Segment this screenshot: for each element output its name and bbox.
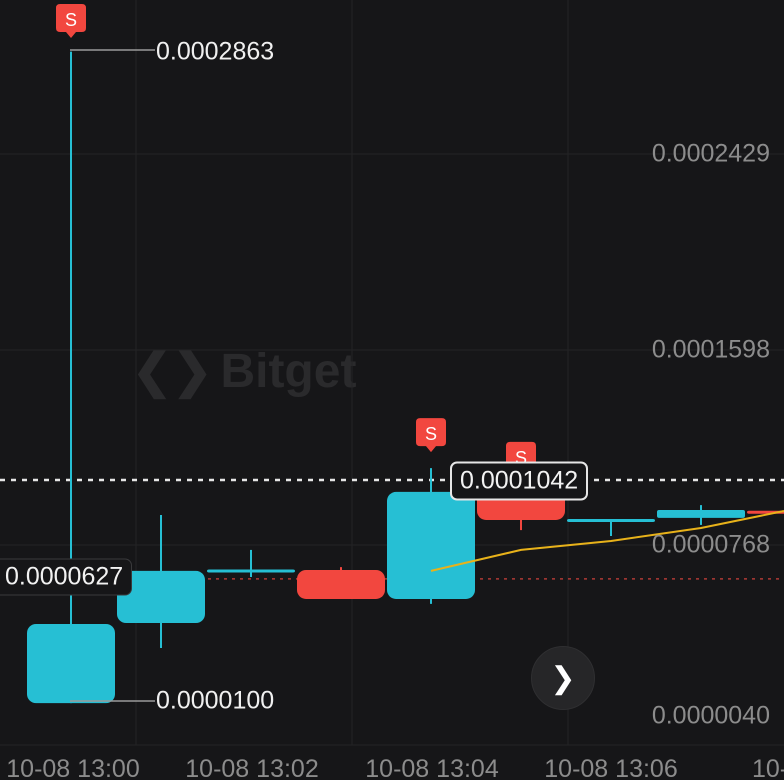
sell-marker-label: S [65,10,77,30]
bullish-candle [117,570,205,624]
watermark-text: Bitget [220,344,357,398]
y-tick-label: 0.0002429 [651,139,770,168]
bullish-candle [567,519,655,523]
moving-average-line [430,510,784,572]
x-tick-label: 10-08 13:02 [185,755,319,780]
x-tick-label: 10-08 [752,755,784,780]
y-tick-label: 0.0001598 [651,335,770,364]
bearish-candle [297,569,385,599]
sell-marker-icon [56,4,86,38]
scroll-to-latest-button[interactable]: ❯ [531,646,595,710]
last-price-label: 0.0001042 [450,461,589,501]
x-tick-label: 10-08 13:04 [365,755,499,780]
chevron-right-icon: ❯ [550,661,576,695]
x-tick-label: 10-08 13:06 [544,755,678,780]
x-tick-label: 10-08 13:00 [6,755,140,780]
bullish-candle [27,623,115,704]
ref-price-label: 0.0000627 [0,558,133,596]
sell-marker-icon [416,418,446,453]
sell-marker-label: S [425,424,437,444]
y-tick-label: 0.0000768 [651,530,770,559]
bullish-candle [387,491,475,599]
bitget-watermark: ❮❯ Bitget [132,343,356,399]
high-price-label: 0.0002863 [156,37,275,66]
bullish-candle [207,569,295,573]
bitget-logo-icon: ❮❯ [132,345,213,398]
y-tick-label: 0.0000040 [651,701,770,730]
bullish-candle [657,510,745,518]
low-price-label: 0.0000100 [156,686,275,715]
